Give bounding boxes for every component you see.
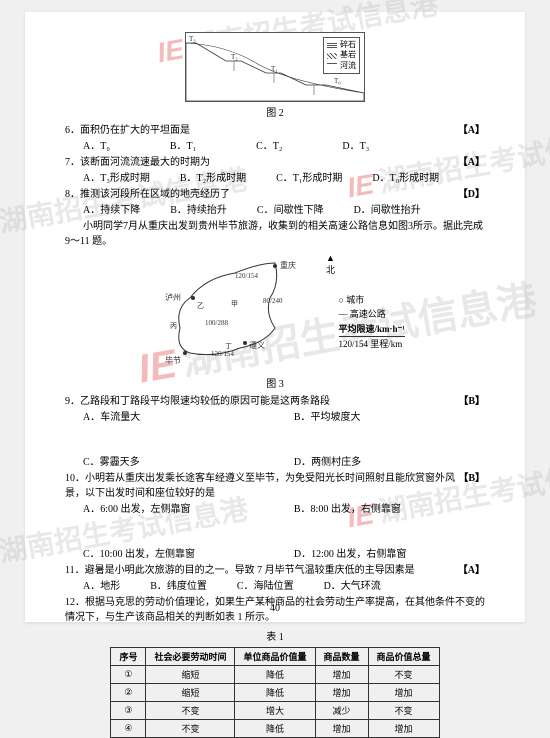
q11-opt-b: B．纬度位置 xyxy=(150,579,207,594)
svg-text:T₂: T₂ xyxy=(231,53,238,61)
q9-answer: 【B】 xyxy=(458,394,485,409)
svg-text:100/288: 100/288 xyxy=(205,319,228,327)
svg-text:遵义: 遵义 xyxy=(249,340,265,350)
fig2-caption: 图 2 xyxy=(65,104,485,119)
q6-opt-c: C．T₂ xyxy=(256,139,282,154)
q8-opt-c: C．间歇性下降 xyxy=(257,203,324,218)
figure-2: T₃ T₂ T₁ T₀ 碎石 基岩 河流 xyxy=(185,32,365,102)
fig2-legend: 碎石 基岩 河流 xyxy=(323,37,360,74)
fig3-svg: 重庆 泸州 遵义 毕节 120/154 80/240 甲 100/288 120… xyxy=(165,258,305,368)
th-4: 商品价值总量 xyxy=(368,648,439,666)
svg-text:乙: 乙 xyxy=(197,302,204,310)
svg-text:甲: 甲 xyxy=(231,300,238,308)
q8-opt-b: B．持续抬升 xyxy=(170,203,227,218)
q6-text: 6．面积仍在扩大的平坦面是 xyxy=(65,125,190,136)
th-1: 社会必要劳动时间 xyxy=(146,648,235,666)
svg-text:T₃: T₃ xyxy=(189,35,196,43)
q7-answer: 【A】 xyxy=(458,155,485,170)
q9-opt-a: A．车流量大 xyxy=(83,410,264,425)
th-2: 单位商品价值量 xyxy=(235,648,315,666)
svg-text:毕节: 毕节 xyxy=(165,355,181,365)
intro-9-11: 小明同学7月从重庆出发到贵州毕节旅游，收集到的相关高速公路信息如图3所示。据此完… xyxy=(65,219,485,249)
q6-opt-a: A．T₀ xyxy=(83,139,110,154)
q12-text: 12．根据马克思的劳动价值理论，如果生产某种商品的社会劳动生产率提高，在其他条件… xyxy=(65,595,485,625)
q10-answer: 【B】 xyxy=(458,471,485,486)
q9-text: 9．乙路段和丁路段平均限速均较低的原因可能是这两条路段 xyxy=(65,396,330,407)
svg-text:T₀: T₀ xyxy=(334,77,341,85)
q9-opt-c: C．雾霾天多 xyxy=(83,455,264,470)
q6-opt-d: D．T₃ xyxy=(342,139,369,154)
q7-opt-b: B．T₂形成时期 xyxy=(180,171,246,186)
q8-text: 8．推测该河段所在区域的地壳经历了 xyxy=(65,189,230,200)
q7-opt-c: C．T₁形成时期 xyxy=(276,171,342,186)
q7-opt-a: A．T₃形成时期 xyxy=(83,171,150,186)
q9-opt-b: B．平均坡度大 xyxy=(294,410,475,425)
table-row: ④不变降低增加增加 xyxy=(111,720,439,738)
q11-text: 11．避暑是小明此次旅游的目的之一。导致 7 月毕节气温较重庆低的主导因素是 xyxy=(65,565,415,576)
svg-text:120/154: 120/154 xyxy=(235,272,258,280)
q8-opt-a: A．持续下降 xyxy=(83,203,140,218)
svg-text:重庆: 重庆 xyxy=(280,260,296,270)
q7-text: 7．该断面河流流速最大的时期为 xyxy=(65,157,210,168)
q8-answer: 【D】 xyxy=(458,187,485,202)
q6-answer: 【A】 xyxy=(458,123,485,138)
fig3-legend: ○ 城市 — 高速公路 平均限速/km·h⁻¹ 120/154 里程/km xyxy=(339,293,405,352)
table-row: ②缩短降低增加增加 xyxy=(111,684,439,702)
table-row: ①缩短降低增加不变 xyxy=(111,666,439,684)
table-header-row: 序号 社会必要劳动时间 单位商品价值量 商品数量 商品价值总量 xyxy=(111,648,439,666)
q11-opt-c: C．海陆位置 xyxy=(237,579,294,594)
q10-text: 10．小明若从重庆出发乘长途客车经遵义至毕节，为免受阳光长时间照射且能欣赏窗外风… xyxy=(65,473,455,499)
q9-opt-d: D．两侧村庄多 xyxy=(294,455,475,470)
q10-opt-c: C．10:00 出发，左侧靠窗 xyxy=(83,547,264,562)
q11-opt-d: D．大气环流 xyxy=(324,579,381,594)
svg-text:80/240: 80/240 xyxy=(263,297,283,305)
fig3-caption: 图 3 xyxy=(65,375,485,390)
table-row: ③不变增大减少不变 xyxy=(111,702,439,720)
svg-text:120/154: 120/154 xyxy=(211,350,234,358)
q10-opt-d: D．12:00 出发，右侧靠窗 xyxy=(294,547,475,562)
q11-answer: 【A】 xyxy=(458,563,485,578)
svg-text:泸州: 泸州 xyxy=(165,292,181,302)
q8-opt-d: D．间歇性抬升 xyxy=(354,203,421,218)
q7-opt-d: D．T₀形成时期 xyxy=(372,171,439,186)
q10-opt-b: B．8:00 出发，右侧靠窗 xyxy=(294,502,475,517)
th-0: 序号 xyxy=(111,648,146,666)
q6-opt-b: B．T₁ xyxy=(170,139,196,154)
th-3: 商品数量 xyxy=(315,648,368,666)
svg-text:丁: 丁 xyxy=(225,342,232,350)
q11-opt-a: A．地形 xyxy=(83,579,120,594)
q10-opt-a: A．6:00 出发，左侧靠窗 xyxy=(83,502,264,517)
svg-text:丙: 丙 xyxy=(170,322,177,330)
table1-caption: 表 1 xyxy=(65,628,485,643)
figure-3: ▲北 重庆 泸州 遵义 毕节 120/154 80/240 甲 100/288 … xyxy=(145,253,405,373)
table-1: 序号 社会必要劳动时间 单位商品价值量 商品数量 商品价值总量 ①缩短降低增加不… xyxy=(110,647,439,738)
svg-text:T₁: T₁ xyxy=(271,65,278,73)
